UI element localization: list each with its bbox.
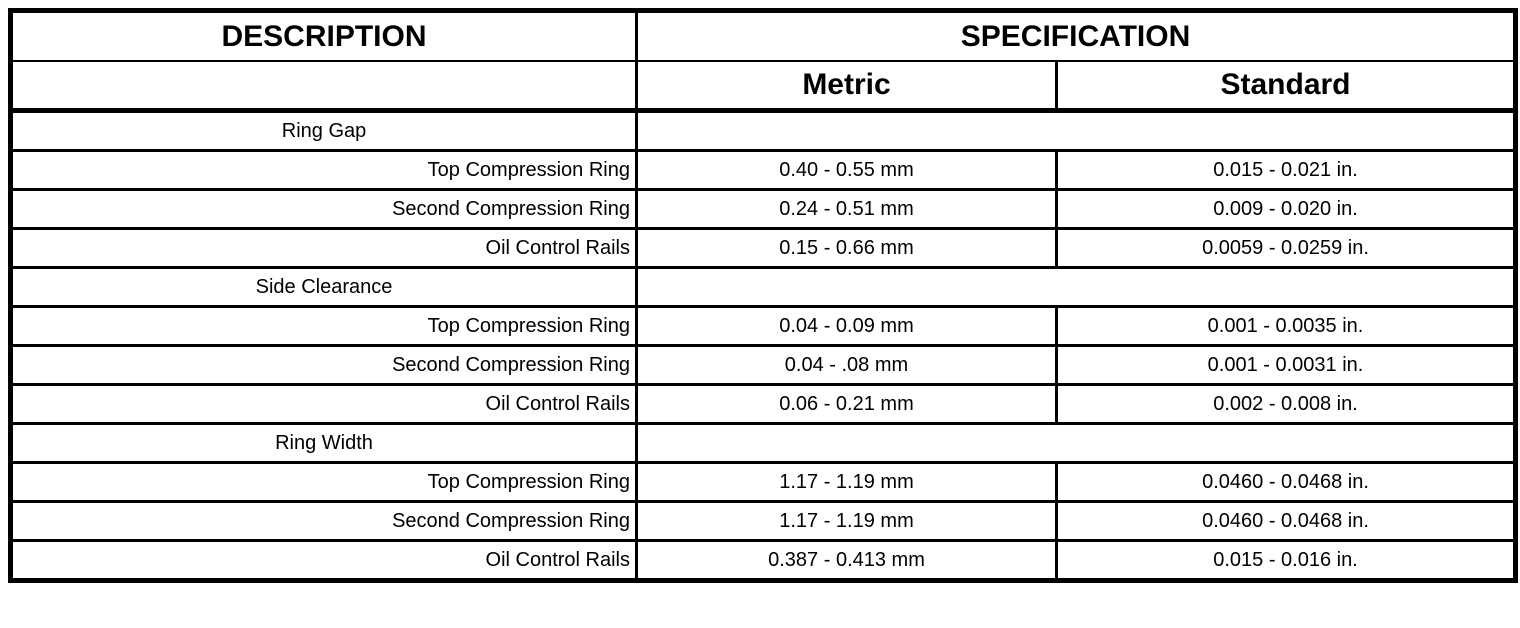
metric-value: 1.17 - 1.19 mm: [638, 464, 1058, 503]
table-row: Oil Control Rails 0.387 - 0.413 mm 0.015…: [13, 542, 1513, 578]
table-row: Second Compression Ring 1.17 - 1.19 mm 0…: [13, 503, 1514, 542]
table-row: Top Compression Ring 0.40 - 0.55 mm 0.01…: [13, 152, 1514, 191]
header-row-main: DESCRIPTION SPECIFICATION: [13, 13, 1514, 62]
row-label: Oil Control Rails: [13, 230, 638, 269]
metric-value: 0.40 - 0.55 mm: [638, 152, 1058, 191]
table-row: Oil Control Rails 0.15 - 0.66 mm 0.0059 …: [13, 230, 1514, 269]
section-row-ring-width: Ring Width: [13, 425, 1514, 464]
table-row: Second Compression Ring 0.04 - .08 mm 0.…: [13, 347, 1514, 386]
row-label: Second Compression Ring: [13, 347, 638, 386]
table-row: Top Compression Ring 0.04 - 0.09 mm 0.00…: [13, 308, 1514, 347]
standard-value: 0.015 - 0.021 in.: [1058, 152, 1514, 191]
row-label: Second Compression Ring: [13, 503, 638, 542]
standard-header: Standard: [1058, 62, 1514, 113]
standard-value: 0.009 - 0.020 in.: [1058, 191, 1514, 230]
standard-value: 0.001 - 0.0035 in.: [1058, 308, 1514, 347]
specification-header: SPECIFICATION: [638, 13, 1514, 62]
section-title: Side Clearance: [13, 269, 638, 308]
row-label: Second Compression Ring: [13, 191, 638, 230]
section-title: Ring Width: [13, 425, 638, 464]
row-label: Oil Control Rails: [13, 386, 638, 425]
row-label: Top Compression Ring: [13, 464, 638, 503]
section-spec-empty-cell: [638, 113, 1514, 152]
specification-table: DESCRIPTION SPECIFICATION Metric Standar…: [8, 8, 1519, 583]
metric-value: 0.04 - 0.09 mm: [638, 308, 1058, 347]
description-header: DESCRIPTION: [13, 13, 638, 62]
metric-header: Metric: [638, 62, 1058, 113]
description-subheader-empty: [13, 62, 638, 113]
metric-value: 0.04 - .08 mm: [638, 347, 1058, 386]
section-row-ring-gap: Ring Gap: [13, 113, 1514, 152]
metric-value: 0.15 - 0.66 mm: [638, 230, 1058, 269]
standard-value: 0.0460 - 0.0468 in.: [1058, 464, 1514, 503]
section-spec-empty-cell: [638, 425, 1514, 464]
table-row: Oil Control Rails 0.06 - 0.21 mm 0.002 -…: [13, 386, 1514, 425]
standard-value: 0.001 - 0.0031 in.: [1058, 347, 1514, 386]
metric-value: 1.17 - 1.19 mm: [638, 503, 1058, 542]
standard-value: 0.002 - 0.008 in.: [1058, 386, 1514, 425]
section-row-side-clearance: Side Clearance: [13, 269, 1514, 308]
standard-value: 0.0460 - 0.0468 in.: [1058, 503, 1514, 542]
row-label: Oil Control Rails: [13, 542, 638, 578]
metric-value: 0.24 - 0.51 mm: [638, 191, 1058, 230]
section-title: Ring Gap: [13, 113, 638, 152]
table-row: Top Compression Ring 1.17 - 1.19 mm 0.04…: [13, 464, 1514, 503]
standard-value: 0.0059 - 0.0259 in.: [1058, 230, 1514, 269]
row-label: Top Compression Ring: [13, 308, 638, 347]
section-spec-empty-cell: [638, 269, 1514, 308]
metric-value: 0.06 - 0.21 mm: [638, 386, 1058, 425]
row-label: Top Compression Ring: [13, 152, 638, 191]
table-row: Second Compression Ring 0.24 - 0.51 mm 0…: [13, 191, 1514, 230]
header-row-units: Metric Standard: [13, 62, 1514, 113]
standard-value: 0.015 - 0.016 in.: [1213, 548, 1358, 571]
metric-value: 0.387 - 0.413 mm: [638, 542, 1058, 578]
